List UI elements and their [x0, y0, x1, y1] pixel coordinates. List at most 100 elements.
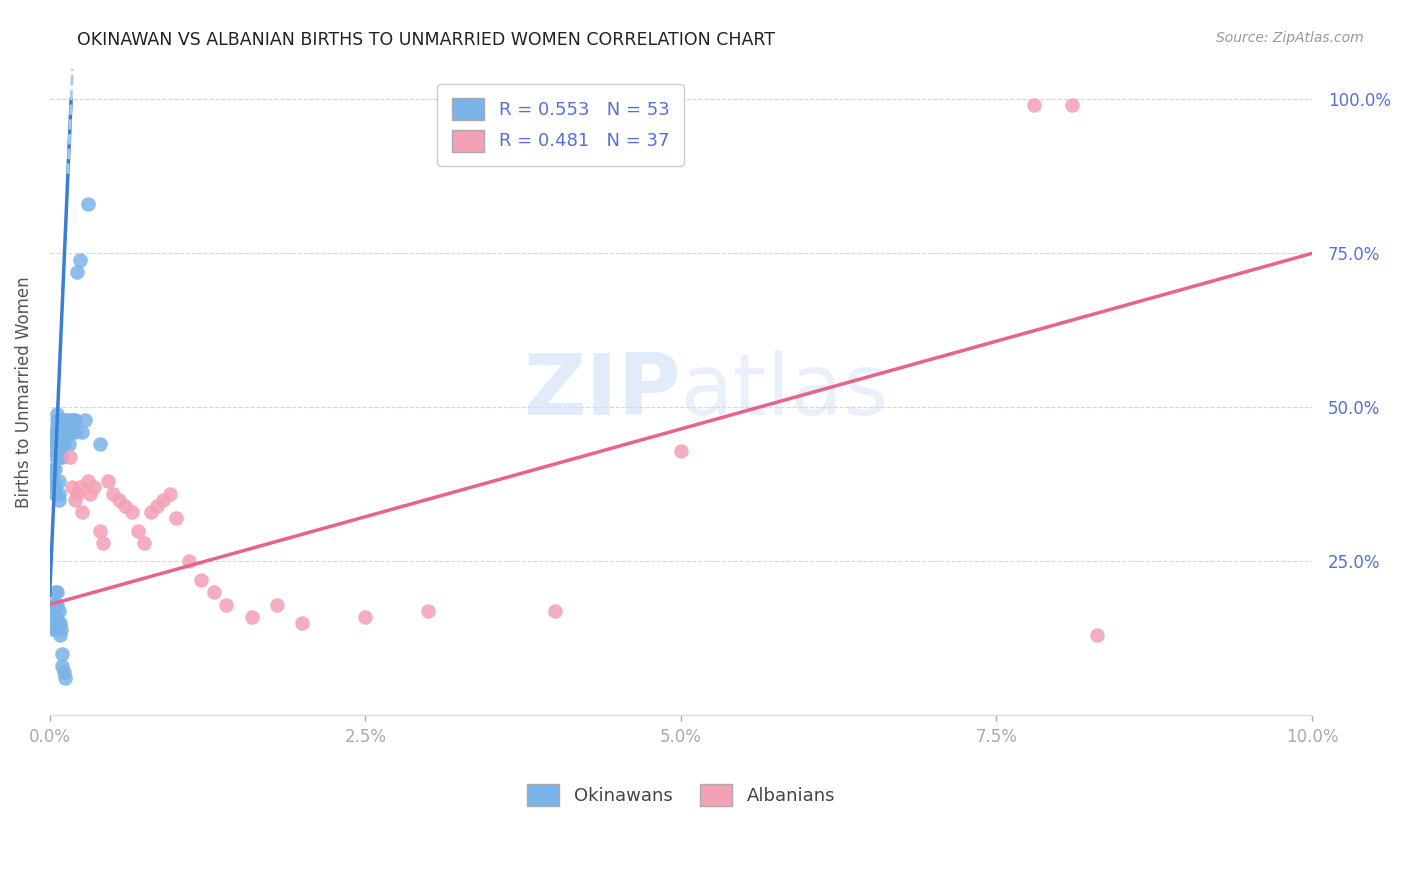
Point [91, 536, 114, 550]
Text: ZIP: ZIP [523, 351, 681, 434]
Point [49, 628, 72, 642]
Point [42, 462, 65, 476]
Point [48, 425, 70, 439]
Point [543, 604, 565, 618]
Point [45, 443, 67, 458]
Point [159, 486, 181, 500]
Point [69, 481, 91, 495]
Point [108, 492, 131, 507]
Point [46, 437, 69, 451]
Point [51, 647, 73, 661]
Point [60, 418, 83, 433]
Point [45, 610, 67, 624]
Point [60, 481, 83, 495]
Point [69, 252, 91, 267]
Text: OKINAWAN VS ALBANIAN BIRTHS TO UNMARRIED WOMEN CORRELATION CHART: OKINAWAN VS ALBANIAN BIRTHS TO UNMARRIED… [77, 31, 775, 49]
Point [1024, 98, 1046, 112]
Point [89, 524, 111, 538]
Point [177, 554, 200, 568]
Point [52, 665, 75, 680]
Point [66, 486, 89, 500]
Point [83, 481, 105, 495]
Point [49, 413, 72, 427]
Point [49, 413, 72, 427]
Point [49, 437, 72, 451]
Point [56, 413, 79, 427]
Point [42, 610, 65, 624]
Point [44, 598, 66, 612]
Point [202, 585, 225, 599]
Point [418, 604, 440, 618]
Point [60, 413, 83, 427]
Point [49, 622, 72, 636]
Point [45, 431, 67, 445]
Point [53, 425, 76, 439]
Point [48, 615, 70, 630]
Point [190, 573, 212, 587]
Point [79, 486, 101, 500]
Point [51, 450, 73, 464]
Point [51, 425, 73, 439]
Text: atlas: atlas [681, 351, 889, 434]
Point [49, 615, 72, 630]
Point [44, 462, 66, 476]
Point [76, 475, 98, 489]
Point [44, 486, 66, 500]
Point [73, 413, 96, 427]
Point [165, 511, 187, 525]
Point [127, 524, 149, 538]
Point [41, 475, 63, 489]
Point [46, 598, 69, 612]
Point [49, 425, 72, 439]
Point [72, 425, 94, 439]
Point [139, 505, 162, 519]
Point [89, 437, 111, 451]
Point [66, 265, 89, 279]
Point [45, 425, 67, 439]
Point [51, 437, 73, 451]
Point [59, 425, 82, 439]
Point [49, 425, 72, 439]
Point [45, 437, 67, 451]
Point [51, 413, 73, 427]
Point [44, 481, 66, 495]
Point [46, 418, 69, 433]
Y-axis label: Births to Unmarried Women: Births to Unmarried Women [15, 277, 32, 508]
Point [46, 413, 69, 427]
Legend: Okinawans, Albanians: Okinawans, Albanians [512, 770, 849, 821]
Point [62, 413, 84, 427]
Point [240, 610, 263, 624]
Point [58, 437, 80, 451]
Point [48, 475, 70, 489]
Point [48, 486, 70, 500]
Point [76, 197, 98, 211]
Point [354, 610, 377, 624]
Point [46, 431, 69, 445]
Point [266, 598, 288, 612]
Point [97, 475, 120, 489]
Point [53, 413, 76, 427]
Point [146, 499, 169, 513]
Point [44, 585, 66, 599]
Point [42, 475, 65, 489]
Point [114, 499, 136, 513]
Text: Source: ZipAtlas.com: Source: ZipAtlas.com [1216, 31, 1364, 45]
Point [53, 672, 76, 686]
Point [41, 598, 63, 612]
Point [55, 425, 77, 439]
Point [48, 604, 70, 618]
Point [152, 492, 174, 507]
Point [63, 425, 86, 439]
Point [52, 437, 75, 451]
Point [48, 418, 70, 433]
Point [42, 622, 65, 636]
Point [46, 407, 69, 421]
Point [46, 585, 69, 599]
Point [101, 486, 124, 500]
Point [1087, 628, 1109, 642]
Point [63, 492, 86, 507]
Point [48, 437, 70, 451]
Point [72, 505, 94, 519]
Point [59, 450, 82, 464]
Point [121, 505, 143, 519]
